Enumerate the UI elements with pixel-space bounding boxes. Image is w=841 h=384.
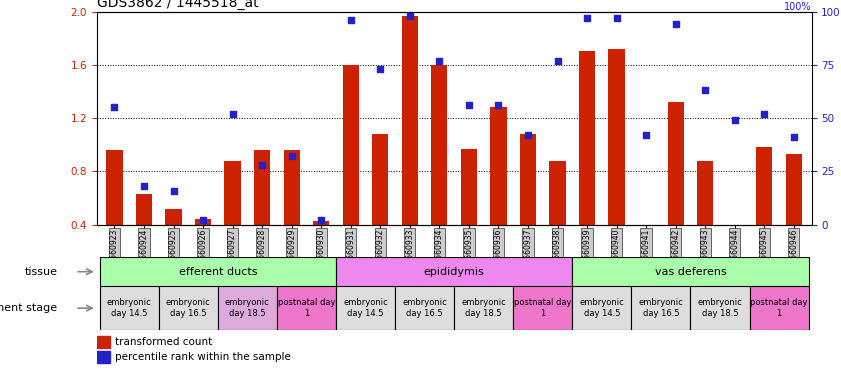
Bar: [97, 351, 110, 363]
Text: postnatal day
1: postnatal day 1: [278, 298, 336, 318]
Bar: [668, 102, 684, 225]
Bar: [749, 286, 808, 330]
Point: [758, 111, 771, 117]
Point: [610, 15, 623, 21]
Bar: [218, 286, 277, 330]
Bar: [572, 257, 808, 286]
Bar: [579, 51, 595, 225]
Text: epididymis: epididymis: [424, 266, 484, 277]
Point: [373, 66, 387, 72]
Point: [108, 104, 121, 111]
Text: percentile rank within the sample: percentile rank within the sample: [115, 352, 291, 362]
Text: embryonic
day 16.5: embryonic day 16.5: [402, 298, 447, 318]
Text: transformed count: transformed count: [115, 337, 213, 347]
Text: postnatal day
1: postnatal day 1: [514, 298, 572, 318]
Text: embryonic
day 18.5: embryonic day 18.5: [462, 298, 506, 318]
Point: [669, 21, 682, 27]
Text: 100%: 100%: [784, 2, 812, 12]
Bar: [609, 49, 625, 225]
Bar: [549, 161, 566, 225]
Bar: [97, 336, 110, 348]
Bar: [632, 286, 690, 330]
Point: [226, 111, 240, 117]
Text: embryonic
day 16.5: embryonic day 16.5: [638, 298, 683, 318]
Point: [551, 58, 564, 64]
Point: [285, 153, 299, 159]
Bar: [100, 257, 336, 286]
Point: [315, 217, 328, 223]
Point: [167, 187, 180, 194]
Text: embryonic
day 18.5: embryonic day 18.5: [225, 298, 270, 318]
Point: [521, 132, 535, 138]
Bar: [402, 15, 418, 225]
Text: vas deferens: vas deferens: [654, 266, 727, 277]
Text: embryonic
day 16.5: embryonic day 16.5: [166, 298, 210, 318]
Bar: [106, 150, 123, 225]
Text: embryonic
day 14.5: embryonic day 14.5: [107, 298, 151, 318]
Bar: [690, 286, 749, 330]
Bar: [195, 219, 211, 225]
Bar: [336, 286, 395, 330]
Bar: [342, 65, 359, 225]
Bar: [520, 134, 536, 225]
Point: [699, 87, 712, 93]
Bar: [225, 161, 241, 225]
Bar: [785, 154, 802, 225]
Text: development stage: development stage: [0, 303, 57, 313]
Bar: [254, 150, 270, 225]
Bar: [431, 65, 447, 225]
Bar: [159, 286, 218, 330]
Bar: [283, 150, 299, 225]
Bar: [490, 108, 506, 225]
Point: [728, 117, 742, 123]
Text: postnatal day
1: postnatal day 1: [750, 298, 808, 318]
Bar: [572, 286, 632, 330]
Bar: [313, 221, 330, 225]
Bar: [513, 286, 572, 330]
Point: [639, 132, 653, 138]
Point: [580, 15, 594, 21]
Bar: [336, 257, 572, 286]
Bar: [100, 286, 159, 330]
Bar: [461, 149, 477, 225]
Point: [137, 183, 151, 189]
Bar: [697, 161, 713, 225]
Text: efferent ducts: efferent ducts: [178, 266, 257, 277]
Bar: [373, 134, 389, 225]
Bar: [277, 286, 336, 330]
Point: [344, 17, 357, 23]
Text: tissue: tissue: [24, 266, 57, 277]
Bar: [166, 209, 182, 225]
Text: embryonic
day 14.5: embryonic day 14.5: [343, 298, 388, 318]
Point: [463, 102, 476, 108]
Bar: [756, 147, 772, 225]
Point: [256, 162, 269, 168]
Point: [787, 134, 801, 140]
Text: GDS3862 / 1445518_at: GDS3862 / 1445518_at: [97, 0, 258, 10]
Point: [432, 58, 446, 64]
Bar: [395, 286, 454, 330]
Bar: [454, 286, 513, 330]
Point: [196, 217, 209, 223]
Point: [492, 102, 505, 108]
Text: embryonic
day 14.5: embryonic day 14.5: [579, 298, 624, 318]
Text: embryonic
day 18.5: embryonic day 18.5: [698, 298, 743, 318]
Bar: [136, 194, 152, 225]
Point: [403, 13, 416, 19]
